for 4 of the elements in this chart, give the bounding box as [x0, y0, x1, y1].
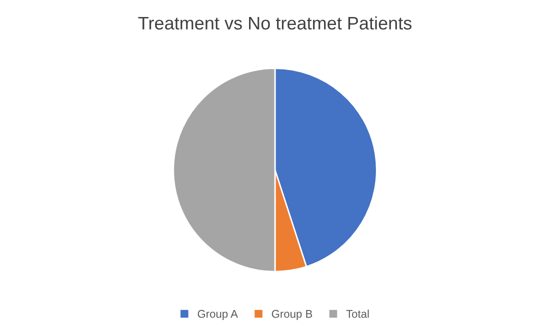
legend-label: Group B [272, 310, 312, 320]
chart-title: Treatment vs No treatmet Patients [138, 16, 412, 30]
legend-label: Total [346, 310, 369, 318]
legend-label: Group A [198, 310, 238, 320]
